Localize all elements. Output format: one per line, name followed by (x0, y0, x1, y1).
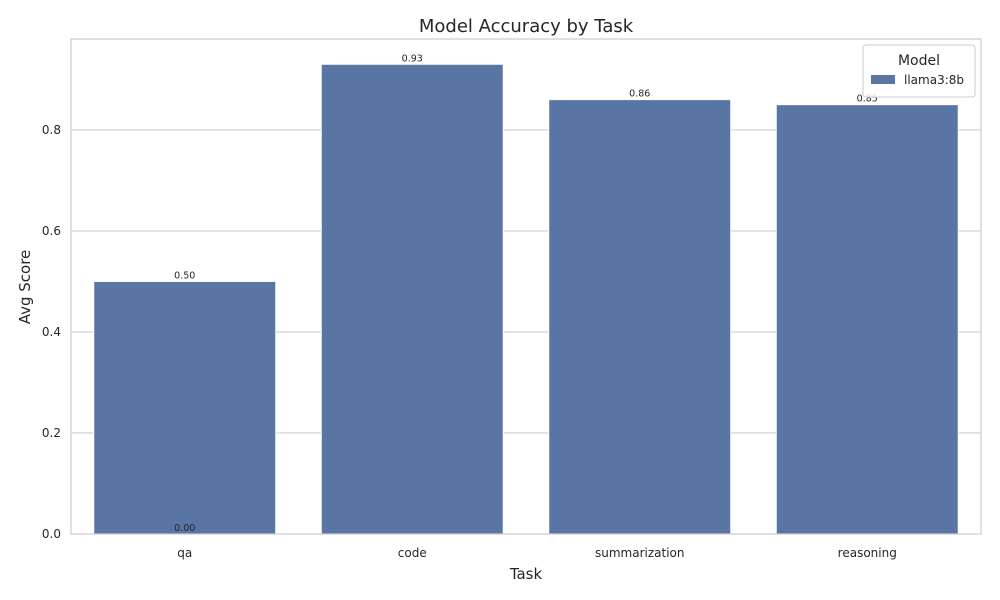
y-tick-label: 0.6 (42, 224, 61, 238)
y-axis-label: Avg Score (16, 250, 34, 325)
data-label-qa-zero: 0.00 (174, 523, 195, 534)
legend-swatch (871, 75, 895, 84)
data-label-code: 0.93 (402, 53, 423, 64)
bar-code (320, 63, 504, 535)
bar-reasoning (775, 104, 959, 535)
x-axis-label: Task (509, 565, 543, 583)
plot-frame (70, 38, 982, 535)
y-tick-label: 0.8 (42, 123, 61, 137)
bars (93, 63, 959, 535)
data-label-qa: 0.50 (174, 270, 195, 281)
bar-summarization (548, 99, 732, 535)
x-tick-label-summarization: summarization (595, 546, 685, 560)
y-tick-label: 0.0 (42, 527, 61, 541)
x-tick-label-qa: qa (177, 546, 192, 560)
y-tick-label: 0.2 (42, 426, 61, 440)
x-tick-label-reasoning: reasoning (838, 546, 897, 560)
y-tick-labels: 0.0 0.2 0.4 0.6 0.8 (42, 123, 61, 541)
x-tick-labels: qa code summarization reasoning (177, 546, 897, 560)
data-label-summarization: 0.86 (629, 89, 650, 100)
legend: Model llama3:8b (862, 44, 976, 98)
data-labels: 0.50 0.93 0.86 0.85 0.00 (174, 53, 878, 534)
legend-entry-llama3-8b: llama3:8b (904, 73, 964, 87)
bar-qa (93, 280, 277, 535)
legend-title: Model (898, 53, 940, 69)
y-tick-label: 0.4 (42, 325, 61, 339)
chart-title: Model Accuracy by Task (419, 16, 634, 37)
x-tick-label-code: code (398, 546, 427, 560)
data-label-reasoning: 0.85 (857, 94, 878, 105)
